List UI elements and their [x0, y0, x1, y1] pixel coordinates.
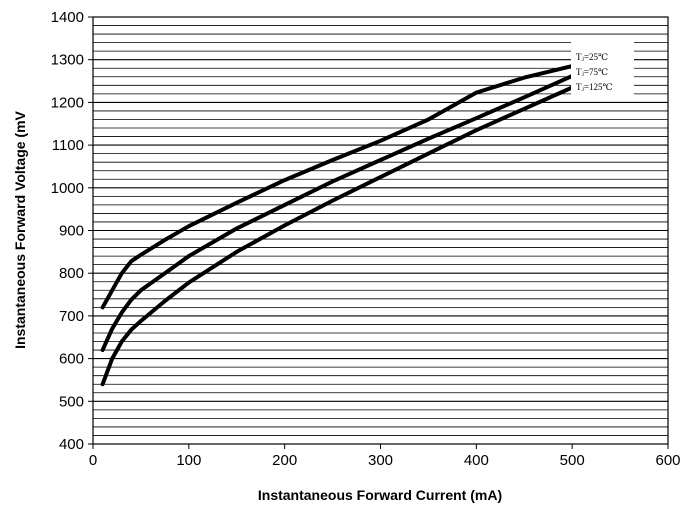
y-tick-label: 1000 — [51, 180, 84, 197]
y-tick-label: 700 — [59, 308, 84, 325]
x-tick-label: 100 — [176, 452, 201, 469]
series-layer — [100, 64, 575, 387]
x-tick-label: 300 — [368, 452, 393, 469]
series-line-25c — [100, 64, 575, 310]
legend-label-25c: Tⱼ=25℃ — [576, 52, 608, 62]
y-tick-label: 500 — [59, 393, 84, 410]
y-tick-label: 400 — [59, 436, 84, 453]
x-tick-label: 400 — [464, 452, 489, 469]
series-line-75c — [100, 73, 575, 353]
y-tick-label: 1200 — [51, 94, 84, 111]
x-tick-label: 200 — [272, 452, 297, 469]
x-tick-label: 0 — [89, 452, 97, 469]
x-tick-label: 600 — [655, 452, 680, 469]
y-tick-label: 800 — [59, 265, 84, 282]
legend-layer: Tⱼ=25℃ Tⱼ=75℃ Tⱼ=125℃ — [571, 42, 634, 100]
legend-label-125c: Tⱼ=125℃ — [576, 82, 613, 92]
y-tick-label: 1100 — [52, 137, 84, 154]
legend-box — [571, 42, 634, 100]
legend-label-75c: Tⱼ=75℃ — [576, 67, 608, 77]
series-line-125c — [100, 85, 575, 387]
y-axis-title: Instantaneous Forward Voltage (mV — [12, 110, 28, 348]
y-tick-label: 1400 — [51, 9, 84, 26]
x-tick-label: 500 — [560, 452, 585, 469]
y-tick-label: 600 — [59, 351, 84, 368]
tick-layer: 400 500 600 700 800 900 1000 1100 1200 1300 1400 0 1… — [51, 9, 681, 469]
y-tick-label: 900 — [59, 223, 84, 240]
y-tick-label: 1300 — [51, 52, 84, 69]
x-axis-title: Instantaneous Forward Current (mA) — [258, 487, 502, 503]
